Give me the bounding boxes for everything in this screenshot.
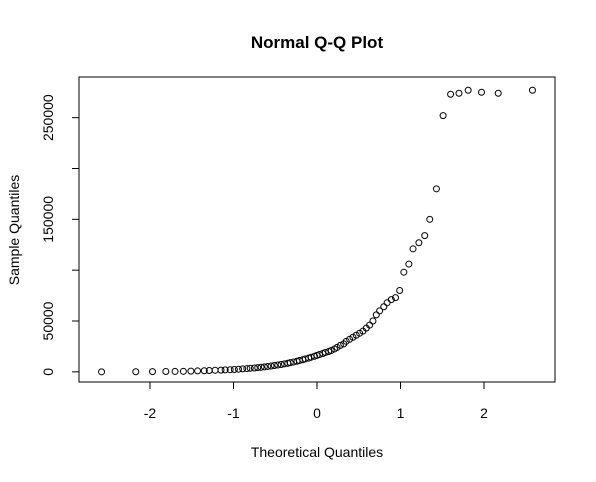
- data-point: [217, 366, 225, 374]
- data-point: [447, 90, 455, 98]
- data-point: [376, 307, 384, 315]
- data-point: [260, 363, 268, 371]
- data-point: [277, 361, 285, 369]
- data-point: [264, 362, 272, 370]
- data-point: [270, 362, 278, 370]
- data-point: [235, 365, 243, 373]
- x-tick-label: -2: [144, 405, 157, 421]
- x-tick-label: -1: [227, 405, 240, 421]
- x-tick-label: 2: [480, 405, 488, 421]
- data-point: [400, 268, 408, 276]
- data-point: [421, 232, 429, 240]
- data-point: [148, 368, 156, 376]
- x-tick-label: 1: [397, 405, 405, 421]
- data-point: [387, 296, 395, 304]
- data-point: [187, 367, 195, 375]
- data-point: [230, 365, 238, 373]
- data-point: [132, 368, 140, 376]
- data-point: [327, 346, 335, 354]
- data-point: [478, 88, 486, 96]
- data-point: [372, 311, 380, 319]
- data-point: [221, 366, 229, 374]
- data-points: [98, 86, 536, 376]
- y-axis-label: Sample Quantiles: [6, 175, 22, 286]
- data-point: [409, 245, 417, 253]
- data-point: [336, 341, 344, 349]
- data-point: [494, 89, 502, 97]
- data-point: [383, 299, 391, 307]
- data-point: [274, 361, 282, 369]
- y-tick-label: 50000: [40, 301, 56, 340]
- data-point: [179, 367, 187, 375]
- data-point: [405, 260, 413, 268]
- plot-frame: [78, 76, 556, 383]
- data-point: [439, 112, 447, 120]
- data-point: [239, 365, 247, 373]
- data-point: [254, 364, 262, 372]
- y-axis: 0 50000 150000 250000: [40, 94, 80, 376]
- data-point: [171, 367, 179, 375]
- data-point: [257, 363, 265, 371]
- y-tick-label: 150000: [40, 196, 56, 243]
- data-point: [194, 367, 202, 375]
- data-point: [455, 89, 463, 97]
- data-point: [250, 364, 258, 372]
- data-point: [380, 303, 388, 311]
- data-point: [267, 362, 275, 370]
- data-point: [162, 368, 170, 376]
- data-point: [243, 365, 251, 373]
- data-point: [415, 239, 423, 247]
- x-axis: -2 -1 0 1 2: [144, 381, 488, 421]
- data-point: [391, 294, 399, 302]
- data-point: [369, 317, 377, 325]
- data-point: [286, 359, 294, 367]
- data-point: [464, 86, 472, 94]
- data-point: [426, 215, 434, 223]
- data-point: [200, 367, 208, 375]
- data-point: [432, 185, 440, 193]
- data-point: [98, 368, 106, 376]
- x-axis-label: Theoretical Quantiles: [251, 444, 383, 460]
- data-point: [366, 321, 374, 329]
- data-point: [396, 287, 404, 294]
- y-tick-label: 0: [40, 368, 56, 376]
- data-point: [246, 364, 254, 372]
- data-point: [528, 86, 536, 94]
- data-point: [226, 366, 234, 374]
- data-point: [211, 366, 219, 374]
- x-tick-label: 0: [313, 405, 321, 421]
- y-tick-label: 250000: [40, 94, 56, 141]
- chart-title: Normal Q-Q Plot: [251, 33, 384, 52]
